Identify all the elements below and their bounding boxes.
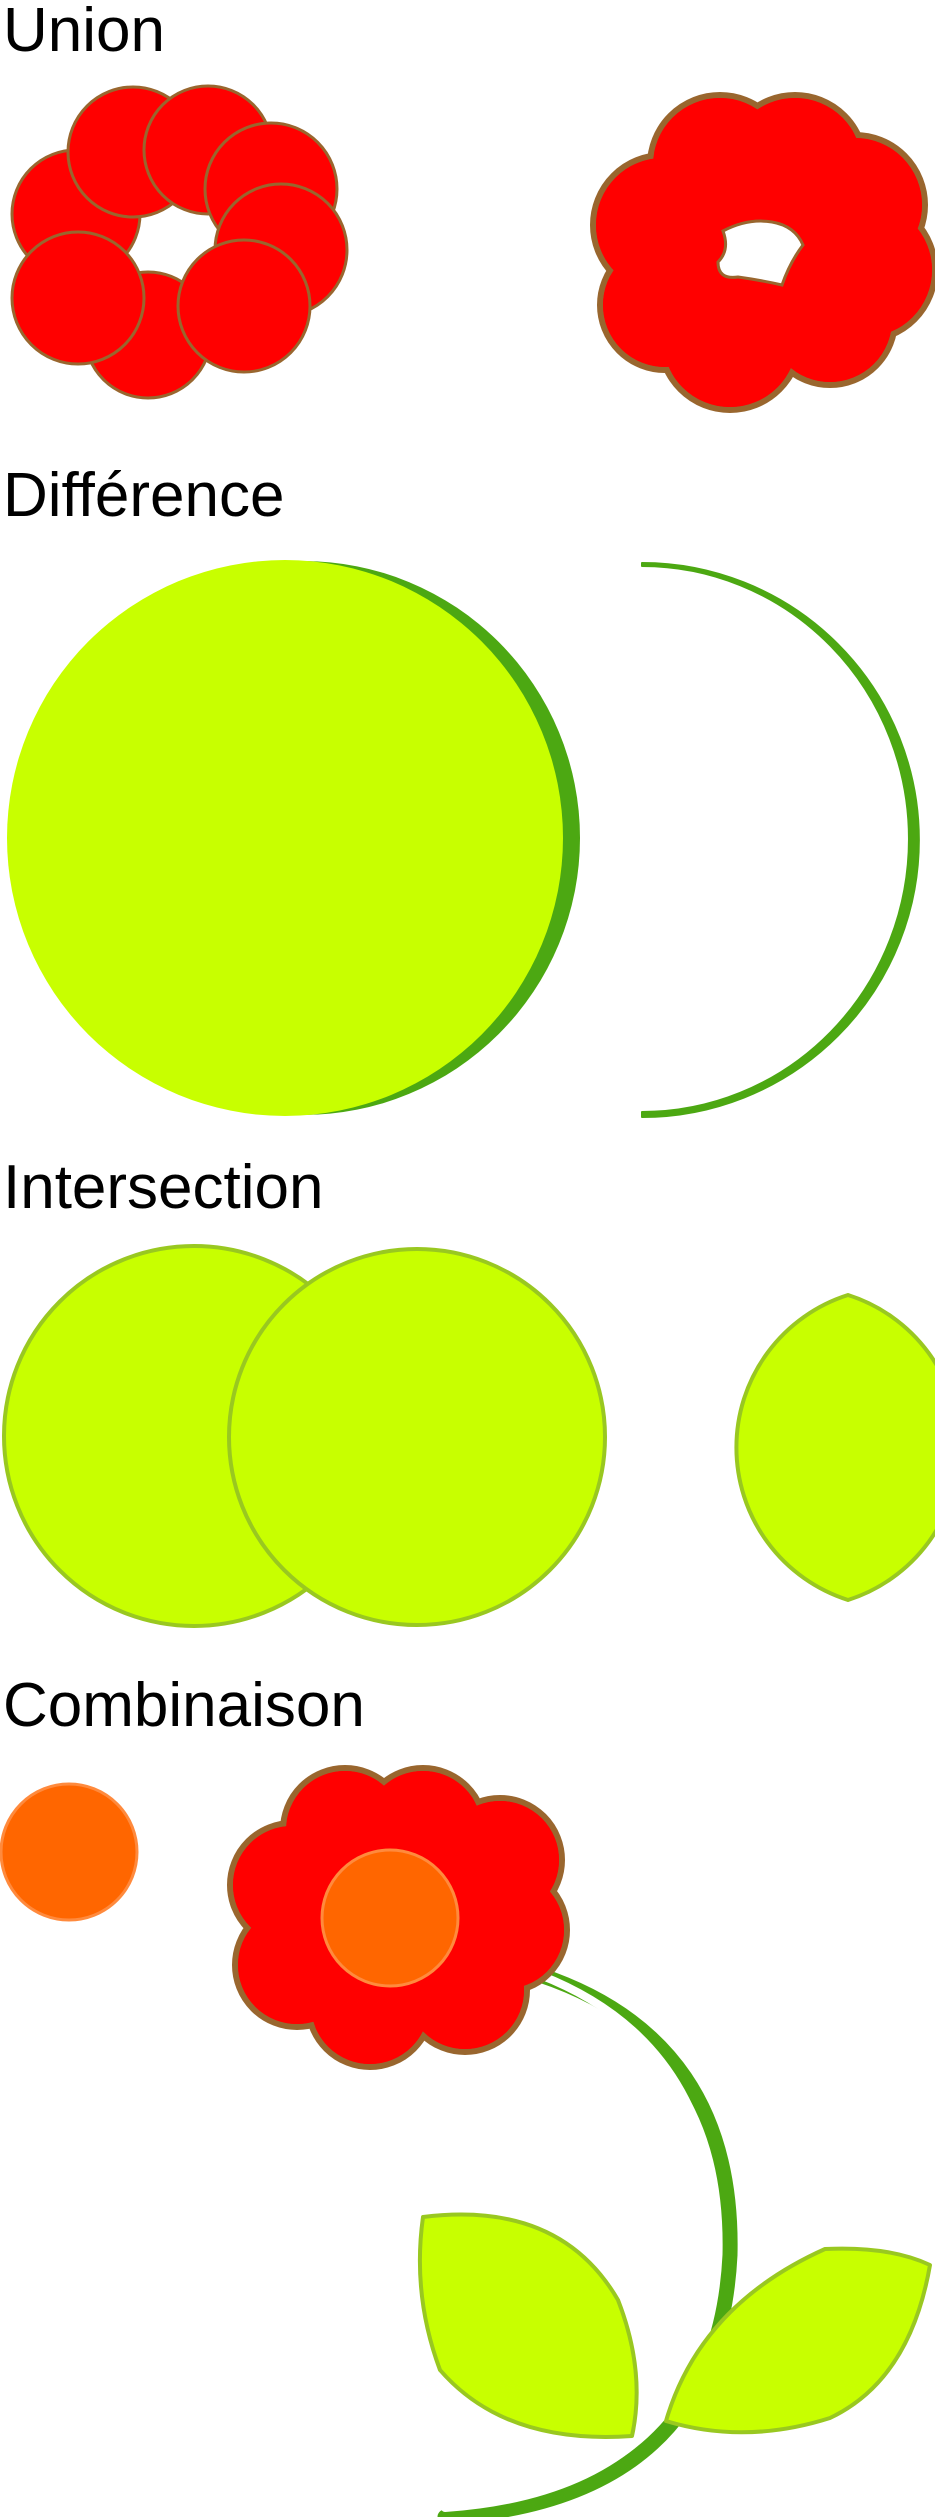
difference-front-circle [7,560,563,1116]
union-result-flower [590,92,935,413]
combination-orange-circle [0,1782,139,1922]
intersection-result-lens [734,1293,935,1602]
flower-leaf-right [664,2246,932,2435]
union-center-hole [716,219,805,287]
section-title-intersection: Intersection [3,1153,324,1222]
intersection-right-circle [227,1247,607,1627]
section-title-combination: Combinaison [3,1671,365,1740]
flower-center [320,1848,460,1988]
section-title-union: Union [3,0,165,65]
union-circle-8 [10,230,146,366]
flower-leaf-left [417,2212,639,2439]
section-title-difference: Différence [3,461,285,530]
union-separate-circles [10,84,349,400]
flower-stem [437,1967,738,2517]
union-circle-7 [176,238,312,374]
difference-result-crescent [641,562,920,1118]
intersection-before [2,1244,607,1628]
difference-before [7,560,580,1116]
combination-flower [227,1765,932,2517]
